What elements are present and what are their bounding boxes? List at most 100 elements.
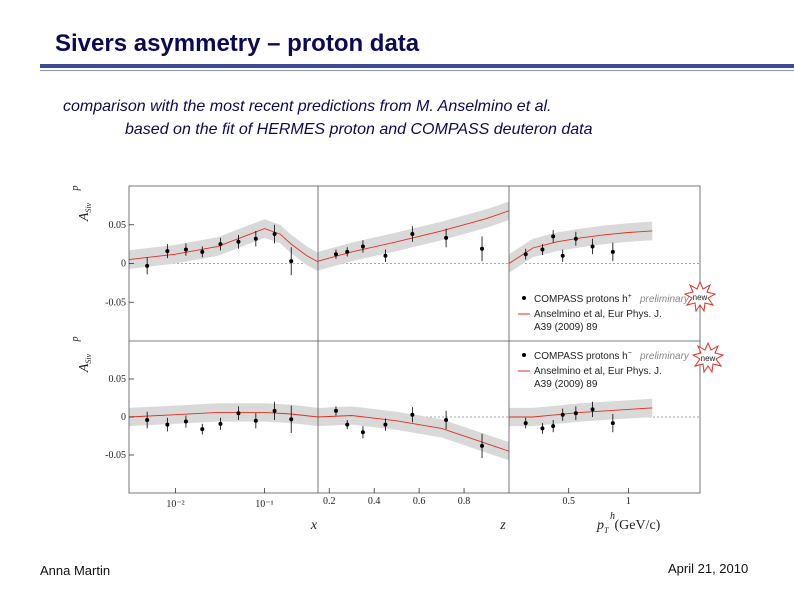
panel-hplus-x [128, 219, 319, 276]
footer-author: Anna Martin [40, 563, 111, 578]
panel-hplus-pt [508, 221, 700, 273]
data-point [253, 418, 258, 423]
data-point [165, 249, 170, 254]
data-point [183, 419, 188, 424]
data-point [523, 421, 528, 426]
legend-top-data-label: COMPASS protons h+ [534, 293, 632, 305]
legend-top-preliminary: preliminary [639, 294, 690, 305]
data-point [360, 430, 365, 435]
legend-bottom-model-1: Anselmino et al, Eur Phys. J. [534, 366, 662, 377]
data-point [573, 236, 578, 241]
x-tick-label: 0.6 [413, 496, 426, 507]
panel-hminus-pt [509, 398, 700, 434]
panel-hminus-x [128, 401, 319, 435]
xlabel-pt-units: (GeV/c) [614, 518, 660, 533]
data-point [333, 252, 338, 257]
new-badge-bottom: new [691, 341, 725, 374]
new-badge-top: new [683, 280, 717, 313]
data-point [253, 236, 258, 241]
y-tick-label: -0.05 [105, 297, 126, 308]
new-badge-bottom-burst-icon [691, 341, 725, 374]
data-point [551, 424, 556, 429]
new-badge-bottom-text: new [701, 354, 716, 363]
legend-top-data-sup: + [628, 293, 632, 300]
data-point [236, 411, 241, 416]
xlabel-pt-main: p [596, 518, 604, 533]
data-point [360, 244, 365, 249]
plot-frame [128, 185, 701, 494]
panel-hplus-z [317, 201, 510, 271]
ylabel-bottom-main: A [77, 363, 92, 373]
data-point [551, 234, 556, 239]
x-tick-label: 10⁻² [166, 499, 184, 510]
data-point [345, 422, 350, 427]
data-point [289, 259, 294, 264]
subtitle-line-2: based on the fit of HERMES proton and CO… [125, 121, 593, 138]
model-curve [509, 407, 653, 418]
legend-bottom-data-sup: − [628, 350, 632, 357]
data-point [540, 247, 545, 252]
data-point [218, 421, 223, 426]
new-badge-top-text: new [693, 293, 708, 302]
data-point [200, 427, 205, 432]
data-point [444, 418, 449, 423]
data-point [610, 249, 615, 254]
model-uncertainty-band [318, 201, 509, 271]
legend-bottom-preliminary: preliminary [639, 351, 690, 362]
slide-title: Sivers asymmetry – proton data [55, 30, 420, 57]
legend-bottom-model-2: A39 (2009) 89 [534, 379, 598, 390]
xlabel-pt: pT (GeV/c) [596, 518, 661, 535]
data-point [272, 232, 277, 237]
panel-hminus-z [317, 406, 510, 461]
model-curve [128, 228, 319, 263]
data-point [165, 422, 170, 427]
figure-annotations: ASiv p ASiv p x z pT (GeV/c) h COMPASS pr… [70, 186, 725, 535]
data-point [444, 235, 449, 240]
legend-bottom: COMPASS protons h− preliminary Anselmino… [518, 350, 690, 390]
data-point [145, 418, 150, 423]
subtitle-line-1: comparison with the most recent predicti… [63, 98, 552, 115]
model-uncertainty-band [129, 403, 318, 427]
xlabel-z: z [499, 518, 506, 533]
data-point [410, 412, 415, 417]
data-point [200, 249, 205, 254]
legend-bottom-data-label: COMPASS protons h− [534, 350, 632, 362]
ylabel-top-sub: Siv [84, 202, 93, 212]
data-point [610, 421, 615, 426]
data-point [383, 253, 388, 258]
data-point [289, 417, 294, 422]
y-tick-label: 0 [121, 259, 126, 270]
title-rule-thin [40, 70, 794, 71]
model-uncertainty-band [318, 406, 509, 461]
ylabel-bottom-sup: p [70, 337, 81, 343]
x-tick-label: 0.8 [458, 496, 471, 507]
ylabel-top-main: A [77, 212, 92, 222]
model-curve [317, 415, 510, 452]
data-point [480, 246, 485, 251]
legend-bottom-data-text: COMPASS protons h [534, 351, 628, 362]
xlabel-pt-sub: T [604, 526, 609, 535]
legend-top-marker [522, 296, 526, 300]
title-rule-thick [40, 64, 794, 68]
y-tick-label: -0.05 [105, 450, 126, 461]
data-point [480, 443, 485, 448]
data-point [410, 232, 415, 237]
y-tick-label: 0 [121, 412, 126, 423]
data-point [573, 411, 578, 416]
data-point [218, 242, 223, 247]
footer-date: April 21, 2010 [668, 561, 749, 576]
data-point [560, 253, 565, 258]
x-tick-label: 0.2 [323, 496, 336, 507]
legend-top-data-text: COMPASS protons h [534, 294, 628, 305]
data-point [183, 247, 188, 252]
model-uncertainty-band [509, 221, 653, 273]
data-point [590, 407, 595, 412]
ylabel-top: ASiv [77, 202, 93, 222]
data-point [383, 422, 388, 427]
legend-top-model-2: A39 (2009) 89 [534, 322, 598, 333]
data-point [145, 263, 150, 268]
x-tick-label: 1 [626, 496, 631, 507]
data-point [345, 249, 350, 254]
xlabel-x: x [310, 518, 318, 533]
